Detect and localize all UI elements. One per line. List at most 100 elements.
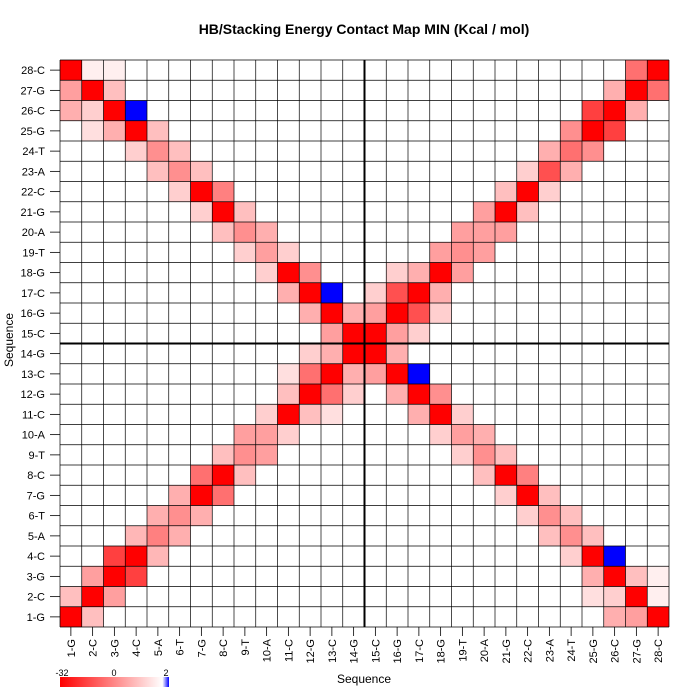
heatmap-cell [342,404,365,425]
heatmap-cell [321,566,343,587]
heatmap-cell [473,404,495,425]
heatmap-cell [538,404,561,425]
heatmap-cell [125,262,147,283]
heatmap-cell [408,303,430,324]
heatmap-cell [647,161,669,182]
heatmap-cell [560,525,582,546]
heatmap-cell [625,606,648,627]
heatmap-cell [429,100,452,121]
heatmap-cell [364,242,387,263]
heatmap-cell [451,181,474,202]
heatmap-cell [190,384,213,405]
y-tick-label: 13-C [21,369,45,381]
heatmap-cell [451,384,474,405]
heatmap-cell [451,303,474,324]
heatmap-cell [647,343,669,364]
heatmap-cell [342,384,365,405]
heatmap-cell [168,262,191,283]
heatmap-cell [386,363,408,384]
heatmap-cell [299,465,321,486]
heatmap-cell [234,80,256,101]
heatmap-cell [495,282,517,303]
heatmap-cell [255,404,278,425]
heatmap-cell [103,444,126,465]
heatmap-cell [212,100,234,121]
heatmap-cell [625,404,648,425]
heatmap-cell [538,100,561,121]
heatmap-cell [516,323,539,344]
heatmap-cell [190,222,213,243]
heatmap-cell [408,525,430,546]
heatmap-cell [451,100,474,121]
y-tick-label: 9-T [29,450,46,462]
heatmap-cell [299,80,321,101]
heatmap-cell [234,100,256,121]
heatmap-cell [125,404,147,425]
x-tick-label: 13-C [327,639,339,663]
heatmap-cell [60,262,82,283]
heatmap-cell [125,525,147,546]
heatmap-cell [234,485,256,506]
heatmap-cell [451,323,474,344]
x-tick-label: 18-G [436,639,448,663]
heatmap-cell [125,485,147,506]
heatmap-cell [408,505,430,526]
heatmap-cell [625,262,648,283]
heatmap-cell [125,80,147,101]
heatmap-cell [451,586,474,607]
heatmap-cell [364,606,387,627]
heatmap-cell [451,404,474,425]
heatmap-cell [103,222,126,243]
heatmap-cell [603,262,626,283]
heatmap-cell [299,323,321,344]
heatmap-cell [386,444,408,465]
y-tick-label: 27-G [21,85,45,97]
heatmap-cell [234,343,256,364]
heatmap-cell [277,546,300,567]
heatmap-cell [364,465,387,486]
heatmap-cell [647,303,669,324]
heatmap-cell [277,343,300,364]
heatmap-cell [342,465,365,486]
heatmap-cell [81,282,104,303]
heatmap-cell [234,222,256,243]
heatmap-cell [255,444,278,465]
heatmap-cell [321,161,343,182]
heatmap-cell [255,586,278,607]
heatmap-cell [212,343,234,364]
heatmap-cell [495,303,517,324]
heatmap-cell [451,60,474,81]
heatmap-cell [364,424,387,445]
heatmap-cell [168,120,191,141]
heatmap-cell [386,262,408,283]
heatmap-cell [212,181,234,202]
heatmap-cell [81,586,104,607]
heatmap-cell [647,120,669,141]
heatmap-cell [342,303,365,324]
heatmap-cell [429,485,452,506]
heatmap-cell [103,323,126,344]
heatmap-cell [473,343,495,364]
heatmap-cell [81,546,104,567]
heatmap-cell [277,363,300,384]
heatmap-cell [321,262,343,283]
heatmap-cell [81,485,104,506]
heatmap-cell [60,80,82,101]
heatmap-cell [495,120,517,141]
heatmap-cell [386,100,408,121]
heatmap-cell [60,606,82,627]
heatmap-cell [516,262,539,283]
heatmap-cell [103,404,126,425]
heatmap-cell [103,201,126,222]
heatmap-cell [342,282,365,303]
heatmap-cell [364,141,387,162]
heatmap-cell [277,444,300,465]
heatmap-cell [538,586,561,607]
heatmap-cell [560,120,582,141]
heatmap-cell [299,303,321,324]
heatmap-cell [473,465,495,486]
heatmap-cell [103,141,126,162]
heatmap-cell [495,323,517,344]
heatmap-cell [234,242,256,263]
heatmap-cell [408,444,430,465]
